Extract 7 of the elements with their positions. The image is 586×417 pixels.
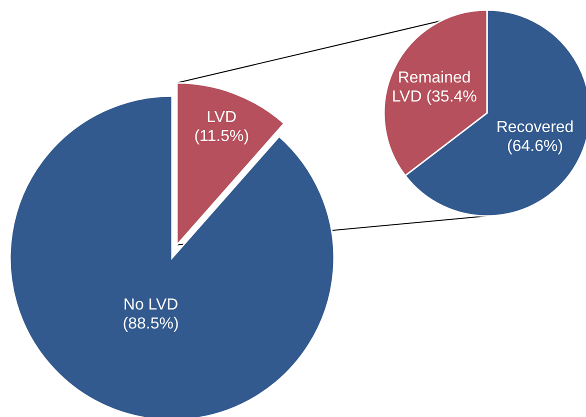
- slice-label: No LVD: [123, 296, 178, 314]
- slice-label: Recovered: [496, 119, 574, 136]
- data-label: (88.5%): [122, 316, 179, 333]
- slice-label: LVD: [206, 109, 237, 126]
- data-label: (64.6%): [507, 138, 564, 156]
- slice-label: Remained LVD (35.4%: [392, 70, 477, 106]
- data-label: (11.5%): [194, 128, 250, 146]
